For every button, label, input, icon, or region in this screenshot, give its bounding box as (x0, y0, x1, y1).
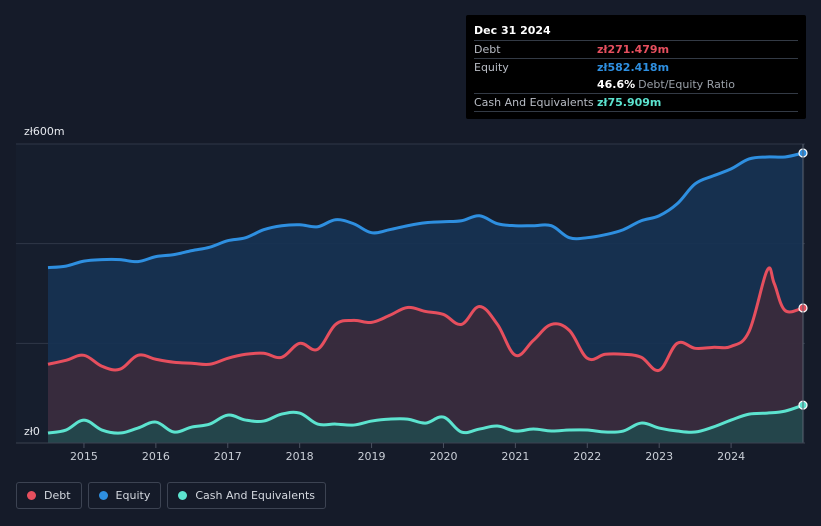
tooltip-row-cash: Cash And Equivalents zł75.909m (474, 94, 798, 112)
x-tick-label: 2019 (358, 450, 386, 463)
x-tick-label: 2017 (214, 450, 242, 463)
legend-item-debt[interactable]: Debt (16, 482, 82, 509)
x-tick-label: 2015 (70, 450, 98, 463)
equity-line (47, 151, 804, 270)
tooltip-label-cash: Cash And Equivalents (474, 96, 594, 109)
x-tick-label: 2018 (286, 450, 314, 463)
x-tick-label: 2020 (429, 450, 457, 463)
ratio-value: 46.6% (597, 78, 636, 91)
tooltip-date: Dec 31 2024 (474, 23, 798, 41)
debt-area (48, 267, 803, 443)
legend-label-debt: Debt (44, 489, 71, 502)
tooltip-row-ratio: 46.6% Debt/Equity Ratio (474, 76, 798, 94)
legend-label-equity: Equity (115, 489, 151, 502)
tooltip-value-ratio: 46.6% Debt/Equity Ratio (597, 76, 735, 93)
y-tick-label: zł0 (24, 425, 40, 438)
tooltip-row-debt: Debt zł271.479m (474, 41, 798, 59)
x-tick-label: 2022 (573, 450, 601, 463)
tooltip-value-debt: zł271.479m (597, 43, 670, 56)
tooltip-value-equity: zł582.418m (597, 61, 670, 74)
legend-label-cash: Cash And Equivalents (195, 489, 315, 502)
cash-line (47, 403, 804, 435)
cash-dot-icon (178, 491, 188, 500)
tooltip-panel: Dec 31 2024 Debt zł271.479m Equity zł582… (466, 15, 806, 119)
legend-item-cash[interactable]: Cash And Equivalents (167, 482, 326, 509)
debt-dot-icon (27, 491, 36, 500)
tooltip-label-equity: Equity (474, 61, 509, 74)
tooltip-label-ratio (474, 76, 597, 93)
y-tick-label: zł600m (24, 125, 65, 138)
debt-line (47, 266, 804, 373)
x-tick-label: 2016 (142, 450, 170, 463)
legend-item-equity[interactable]: Equity (87, 482, 162, 509)
legend: Debt Equity Cash And Equivalents (16, 482, 326, 509)
x-tick-label: 2021 (501, 450, 529, 463)
ratio-suffix: Debt/Equity Ratio (638, 78, 735, 91)
x-tick-label: 2023 (645, 450, 673, 463)
equity-dot-icon (98, 491, 108, 500)
x-tick-label: 2024 (717, 450, 745, 463)
tooltip-label-debt: Debt (474, 43, 501, 56)
tooltip-row-equity: Equity zł582.418m (474, 59, 798, 76)
tooltip-value-cash: zł75.909m (597, 96, 662, 109)
